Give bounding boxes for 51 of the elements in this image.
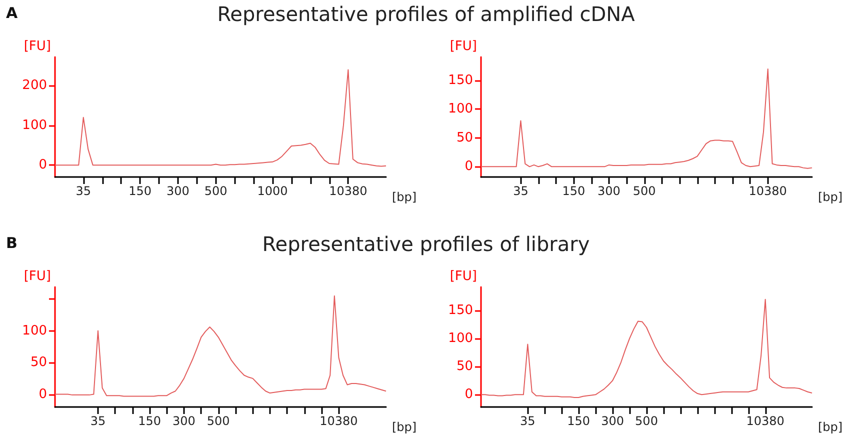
x-tick-label: 10380 xyxy=(746,414,784,428)
x-tick-label: 500 xyxy=(632,184,656,198)
y-tick-label: 200 xyxy=(22,78,47,94)
x-tick-label: 500 xyxy=(204,184,228,198)
x-axis-title: [bp] xyxy=(392,420,417,434)
y-tick-label: 100 xyxy=(448,102,473,117)
x-tick-label: 35 xyxy=(513,184,528,198)
y-tick-label: 0 xyxy=(38,158,47,173)
x-tick-label: 300 xyxy=(601,414,624,428)
x-tick-label: 500 xyxy=(635,414,658,428)
x-tick-label: 10380 xyxy=(320,414,358,428)
x-tick-label: 300 xyxy=(166,184,190,198)
x-tick-label: 35 xyxy=(76,184,92,198)
line-series xyxy=(480,298,812,398)
line-series xyxy=(54,69,386,167)
y-tick-label: 100 xyxy=(448,331,473,346)
x-tick-label: 300 xyxy=(172,414,196,428)
y-tick-label: 50 xyxy=(456,359,473,374)
x-axis-title: [bp] xyxy=(818,190,843,204)
line-series xyxy=(54,295,386,397)
y-tick-label: 0 xyxy=(38,386,47,402)
chart-title: Representative profiles of library xyxy=(262,232,590,256)
chart-title: Representative profiles of amplified cDNA xyxy=(217,2,635,26)
x-tick-label: 150 xyxy=(138,414,162,428)
x-tick-label: 500 xyxy=(206,414,230,428)
x-tick-label: 35 xyxy=(520,414,536,428)
x-tick-label: 150 xyxy=(567,414,590,428)
x-axis-title: [bp] xyxy=(818,420,843,434)
line-series xyxy=(480,68,812,169)
y-tick-label: 100 xyxy=(22,323,47,338)
y-axis-title: [FU] xyxy=(24,39,51,54)
y-tick-label: 0 xyxy=(464,159,473,174)
x-tick-label: 150 xyxy=(128,184,152,198)
x-tick-label: 1000 xyxy=(257,184,288,198)
text: A xyxy=(6,4,18,22)
y-tick-label: 50 xyxy=(30,355,47,370)
text: B xyxy=(6,234,18,252)
y-tick-label: 150 xyxy=(448,303,473,318)
x-tick-label: 300 xyxy=(598,184,620,198)
y-tick-label: 150 xyxy=(448,73,473,88)
x-tick-label: 10380 xyxy=(748,184,787,198)
y-tick-label: 100 xyxy=(22,118,47,133)
x-tick-label: 150 xyxy=(562,184,586,198)
y-axis-title: [FU] xyxy=(450,39,477,54)
x-axis-title: [bp] xyxy=(392,190,417,204)
y-tick-label: 50 xyxy=(456,130,473,146)
y-axis-title: [FU] xyxy=(24,269,51,284)
x-tick-label: 35 xyxy=(90,414,106,428)
y-axis-title: [FU] xyxy=(450,269,477,284)
x-tick-label: 10380 xyxy=(329,184,368,198)
y-tick-label: 0 xyxy=(464,387,473,402)
